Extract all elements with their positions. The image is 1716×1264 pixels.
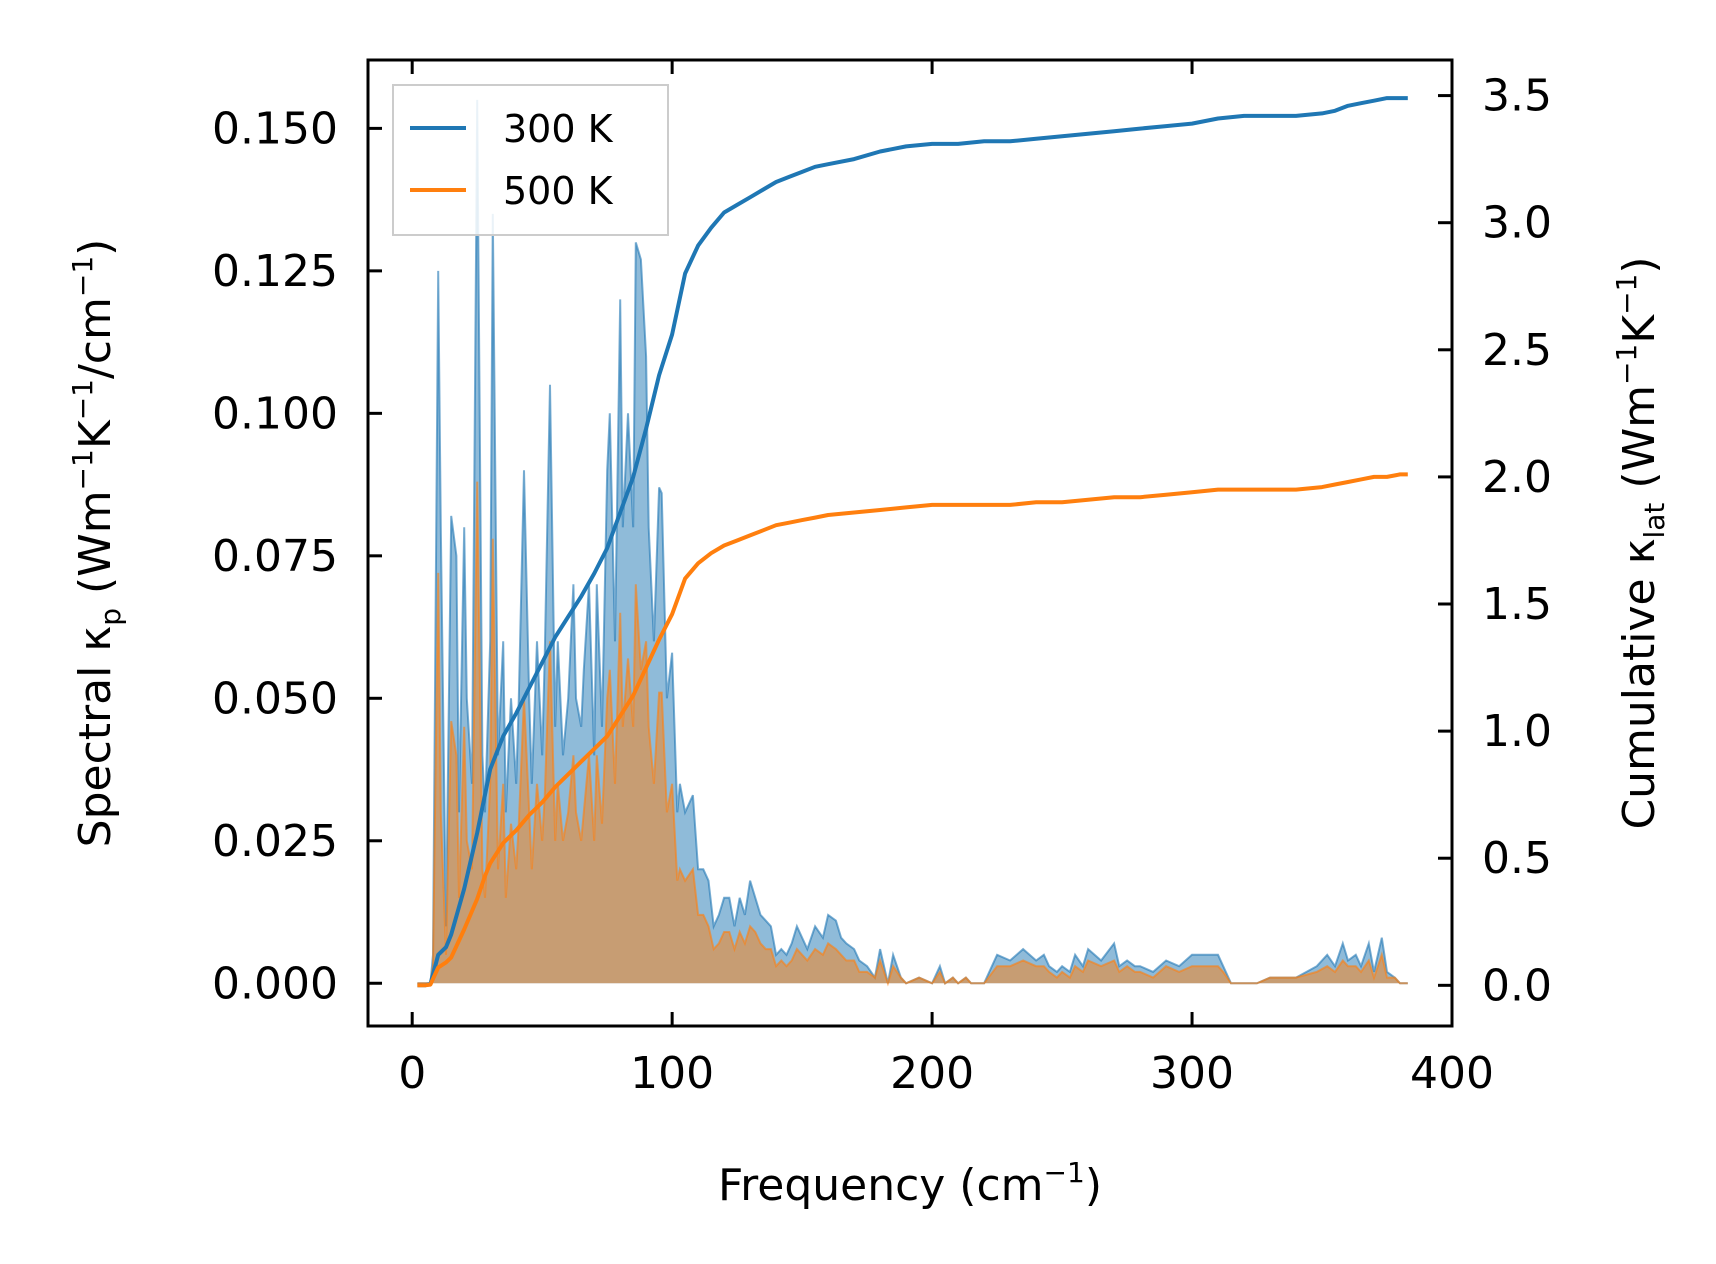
legend: 300 K 500 K xyxy=(392,84,669,236)
spectral-fill-layer xyxy=(417,99,1408,987)
legend-label-300k: 300 K xyxy=(503,107,614,151)
y-tick-label-left: 0.100 xyxy=(212,388,338,439)
y-tick-label-left: 0.125 xyxy=(212,246,338,297)
y-tick-label-right: 0.0 xyxy=(1482,960,1552,1011)
plot-frame xyxy=(366,58,1454,1028)
series-line-layer xyxy=(417,96,1408,988)
y-tick-label-right: 2.5 xyxy=(1482,325,1552,376)
legend-box xyxy=(392,84,669,236)
y-tick-label-right: 1.0 xyxy=(1482,706,1552,757)
x-tick-label: 300 xyxy=(1150,1048,1234,1099)
x-tick-label: 200 xyxy=(890,1048,974,1099)
y-tick-label-right: 1.5 xyxy=(1482,579,1552,630)
y-tick-label-right: 0.5 xyxy=(1482,833,1552,884)
x-tick-label: 100 xyxy=(630,1048,714,1099)
y-tick-label-right: 3.5 xyxy=(1482,71,1552,122)
legend-label-500k: 500 K xyxy=(503,169,614,213)
x-axis-title: Frequency (cm−1) xyxy=(718,1156,1102,1211)
y-tick-label-left: 0.000 xyxy=(212,958,338,1009)
y-tick-label-left: 0.150 xyxy=(212,103,338,154)
spectral-edge-300k xyxy=(417,99,1408,985)
y-axis-left-title: Spectral κp (Wm−1K−1/cm−1) xyxy=(66,239,127,848)
x-tick-label: 400 xyxy=(1410,1048,1494,1099)
y-tick-label-right: 3.0 xyxy=(1482,198,1552,249)
y-tick-label-left: 0.050 xyxy=(212,673,338,724)
x-tick-label: 0 xyxy=(398,1048,426,1099)
y-tick-label-right: 2.0 xyxy=(1482,452,1552,503)
y-tick-label-left: 0.075 xyxy=(212,531,338,582)
cumulative-line-500k xyxy=(417,472,1408,988)
spectral-edge-500k xyxy=(417,481,1408,987)
y-axis-right-title: Cumulative κlat (Wm−1K−1) xyxy=(1610,256,1671,829)
spectral-fill-500k xyxy=(417,481,1408,984)
y-tick-label-left: 0.025 xyxy=(212,816,338,867)
tick-layer: 0 100 200 300 400 0.000 0.025 0.050 0.075 0.100 0.… xyxy=(212,60,1552,1099)
cumulative-line-300k xyxy=(417,96,1408,988)
